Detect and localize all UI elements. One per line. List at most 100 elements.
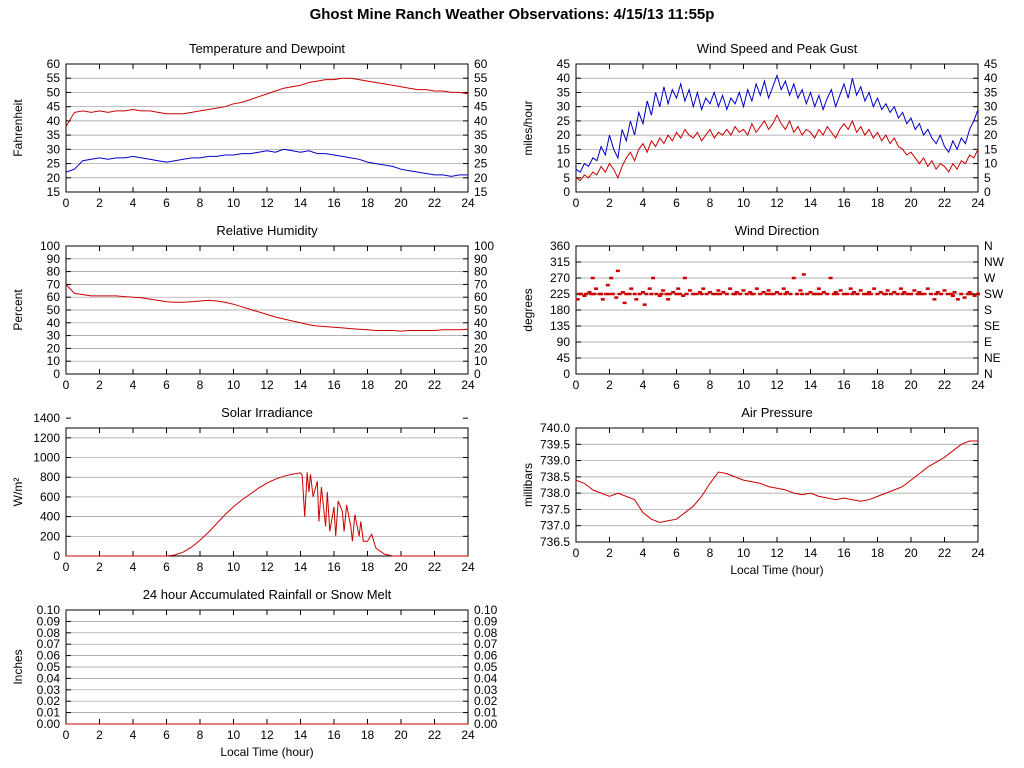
svg-text:0.03: 0.03	[37, 683, 61, 697]
svg-text:4: 4	[130, 378, 137, 392]
svg-text:22: 22	[428, 560, 442, 574]
svg-text:0: 0	[63, 560, 70, 574]
svg-text:800: 800	[40, 470, 60, 484]
svg-text:0.05: 0.05	[37, 660, 61, 674]
svg-text:5: 5	[563, 171, 570, 185]
svg-text:40: 40	[984, 71, 998, 85]
svg-text:4: 4	[130, 728, 137, 742]
svg-text:20: 20	[474, 171, 488, 185]
svg-text:740.0: 740.0	[540, 421, 570, 435]
svg-text:20: 20	[474, 341, 488, 355]
svg-text:0.04: 0.04	[474, 671, 498, 685]
chart-wind-speed-peak-gust: 0 0 5 5 10 10 15 15 20 20 25 25 30 30 35 35 40 40 45 45 0 2 4 6…	[518, 38, 1022, 216]
svg-text:0.07: 0.07	[37, 637, 61, 651]
svg-text:6: 6	[163, 728, 170, 742]
svg-text:W: W	[984, 271, 996, 285]
svg-text:10: 10	[227, 378, 241, 392]
svg-text:0.08: 0.08	[474, 626, 498, 640]
svg-text:14: 14	[804, 546, 818, 560]
svg-text:20: 20	[394, 378, 408, 392]
svg-text:6: 6	[163, 378, 170, 392]
svg-text:0.02: 0.02	[474, 694, 498, 708]
svg-text:45: 45	[47, 100, 61, 114]
svg-text:18: 18	[871, 378, 885, 392]
svg-text:600: 600	[40, 490, 60, 504]
svg-text:10: 10	[227, 560, 241, 574]
svg-text:100: 100	[474, 239, 494, 253]
svg-text:35: 35	[984, 85, 998, 99]
svg-text:0.05: 0.05	[474, 660, 498, 674]
svg-text:14: 14	[294, 378, 308, 392]
svg-text:22: 22	[938, 378, 952, 392]
svg-text:Wind Speed and Peak Gust: Wind Speed and Peak Gust	[697, 41, 858, 56]
svg-text:8: 8	[197, 728, 204, 742]
svg-text:50: 50	[474, 85, 488, 99]
svg-text:2: 2	[96, 728, 103, 742]
svg-text:16: 16	[327, 378, 341, 392]
svg-text:25: 25	[474, 157, 488, 171]
svg-text:16: 16	[837, 546, 851, 560]
svg-text:0: 0	[53, 367, 60, 381]
svg-text:6: 6	[673, 378, 680, 392]
svg-text:0.06: 0.06	[474, 649, 498, 663]
svg-text:S: S	[984, 303, 992, 317]
svg-text:50: 50	[474, 303, 488, 317]
svg-text:70: 70	[474, 277, 488, 291]
svg-text:1400: 1400	[33, 411, 60, 425]
svg-text:W/m²: W/m²	[11, 478, 25, 507]
chart-rainfall-snow-melt: 0.00 0.00 0.01 0.01 0.02 0.02 0.03 0.03 0.04 0.04…	[8, 584, 512, 762]
svg-text:90: 90	[474, 252, 488, 266]
svg-text:14: 14	[294, 728, 308, 742]
svg-text:0.09: 0.09	[474, 614, 498, 628]
svg-text:20: 20	[557, 128, 571, 142]
svg-text:18: 18	[361, 196, 375, 210]
svg-text:18: 18	[871, 196, 885, 210]
svg-text:40: 40	[474, 316, 488, 330]
svg-text:0: 0	[63, 378, 70, 392]
svg-text:22: 22	[428, 196, 442, 210]
svg-text:0: 0	[63, 728, 70, 742]
svg-text:10: 10	[737, 546, 751, 560]
svg-text:NE: NE	[984, 351, 1001, 365]
svg-text:4: 4	[640, 378, 647, 392]
svg-text:8: 8	[197, 378, 204, 392]
svg-text:24 hour Accumulated Rainfall o: 24 hour Accumulated Rainfall or Snow Mel…	[143, 587, 392, 602]
svg-text:8: 8	[197, 196, 204, 210]
svg-text:0: 0	[984, 185, 991, 199]
svg-text:0.00: 0.00	[37, 717, 61, 731]
svg-text:45: 45	[557, 57, 571, 71]
svg-text:18: 18	[361, 378, 375, 392]
svg-text:12: 12	[260, 560, 274, 574]
svg-text:30: 30	[557, 100, 571, 114]
svg-text:10: 10	[474, 354, 488, 368]
svg-text:12: 12	[770, 196, 784, 210]
svg-text:40: 40	[557, 71, 571, 85]
svg-text:25: 25	[47, 157, 61, 171]
svg-text:35: 35	[557, 85, 571, 99]
svg-text:0: 0	[563, 185, 570, 199]
svg-text:NW: NW	[984, 255, 1005, 269]
svg-text:Inches: Inches	[11, 649, 25, 684]
svg-text:30: 30	[474, 142, 488, 156]
svg-text:16: 16	[327, 728, 341, 742]
svg-text:24: 24	[461, 560, 475, 574]
svg-text:0: 0	[53, 549, 60, 563]
svg-text:45: 45	[474, 100, 488, 114]
svg-text:45: 45	[557, 351, 571, 365]
svg-text:10: 10	[47, 354, 61, 368]
svg-text:16: 16	[837, 378, 851, 392]
svg-text:24: 24	[461, 728, 475, 742]
svg-text:20: 20	[394, 728, 408, 742]
svg-text:24: 24	[971, 546, 985, 560]
svg-text:55: 55	[47, 71, 61, 85]
svg-text:2: 2	[96, 378, 103, 392]
svg-text:0.09: 0.09	[37, 614, 61, 628]
chart-relative-humidity: 0 0 10 10 20 20 30 30 40 40 50 50 60 60 70 70 80 80 90 90 10…	[8, 220, 512, 398]
svg-text:10: 10	[227, 196, 241, 210]
svg-text:736.5: 736.5	[540, 535, 570, 549]
svg-text:14: 14	[804, 196, 818, 210]
svg-text:60: 60	[47, 290, 61, 304]
svg-text:60: 60	[47, 57, 61, 71]
svg-text:24: 24	[971, 378, 985, 392]
svg-text:0.00: 0.00	[474, 717, 498, 731]
